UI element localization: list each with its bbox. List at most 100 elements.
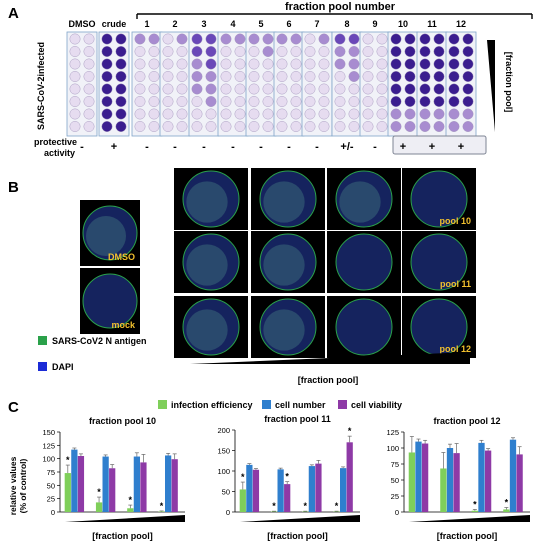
column-label: 8: [344, 19, 349, 29]
well: [419, 71, 431, 82]
well: [69, 121, 81, 132]
well: [69, 33, 81, 45]
well: [276, 96, 288, 107]
panel-c-letter: C: [8, 399, 19, 416]
well: [191, 96, 203, 107]
significance-star: *: [348, 426, 352, 436]
bar: [284, 484, 291, 512]
well: [419, 121, 431, 132]
well: [101, 108, 113, 120]
chart-title: fraction pool 10: [89, 416, 156, 426]
well: [234, 108, 246, 120]
protective-value: -: [373, 141, 377, 153]
y-tick-label: 75: [47, 468, 55, 477]
column-label: 4: [230, 19, 235, 29]
well: [83, 46, 95, 57]
well: [448, 58, 460, 70]
infection-signal: [263, 309, 305, 351]
well: [83, 58, 95, 70]
well: [334, 46, 346, 57]
well: [248, 71, 260, 82]
bar: [308, 466, 315, 512]
well-image: [335, 298, 393, 356]
well: [101, 33, 113, 45]
well: [148, 33, 160, 45]
well: [290, 96, 302, 107]
well: [376, 96, 388, 107]
well: [134, 121, 146, 132]
significance-star: *: [285, 472, 289, 482]
well: [376, 33, 388, 45]
protective-value: +: [111, 141, 117, 153]
well: [334, 121, 346, 132]
legend-swatch-infection: [158, 400, 167, 409]
well: [433, 71, 445, 82]
row-label: SARS-CoV-2infected: [36, 42, 46, 130]
well: [176, 96, 188, 107]
y-axis-label-line2: (% of control): [18, 458, 28, 513]
well: [348, 96, 360, 107]
well: [390, 121, 402, 132]
well: [134, 83, 146, 95]
well: [69, 71, 81, 82]
well: [176, 71, 188, 82]
gradient-wedge-b: [190, 352, 470, 364]
well: [115, 108, 127, 120]
legend-label-cell-number: cell number: [275, 400, 326, 410]
bar: [252, 469, 260, 512]
bar: [315, 463, 322, 512]
y-tick-label: 125: [42, 441, 55, 450]
bar: [340, 468, 347, 512]
well: [348, 58, 360, 70]
well: [362, 33, 374, 45]
chart-title: fraction pool 12: [433, 416, 500, 426]
protective-highlight-box: [392, 135, 487, 155]
bar-charts: fraction pool 10 0 25 50 75 100 125 150 * * * * [fra…: [42, 414, 530, 541]
y-tick-label: 50: [47, 481, 55, 490]
infection-signal: [263, 181, 305, 223]
well: [362, 121, 374, 132]
well: [191, 83, 203, 95]
well: [205, 33, 217, 45]
bar: [415, 441, 422, 512]
well: [318, 83, 330, 95]
y-tick-label: 0: [226, 508, 230, 517]
well: [448, 108, 460, 120]
well: [348, 46, 360, 57]
well: [376, 108, 388, 120]
well: [390, 96, 402, 107]
well: [348, 121, 360, 132]
protective-label-line1: protective: [34, 137, 77, 147]
bar: [171, 459, 178, 512]
bar: [471, 510, 479, 512]
well: [462, 33, 474, 45]
well: [83, 83, 95, 95]
microscopy-grid: DMSO mock pool 10 pool 11 pool 12: [80, 168, 476, 358]
well: [248, 96, 260, 107]
well: [462, 71, 474, 82]
well: [448, 46, 460, 57]
well: [318, 121, 330, 132]
well: [290, 46, 302, 57]
significance-star: *: [66, 455, 70, 465]
well: [448, 96, 460, 107]
bar: [127, 508, 134, 512]
protective-value: -: [173, 141, 177, 153]
well: [101, 46, 113, 57]
well: [404, 71, 416, 82]
well: [419, 33, 431, 45]
well: [101, 96, 113, 107]
bar: [408, 452, 416, 512]
well: [419, 96, 431, 107]
well: [362, 96, 374, 107]
well: [304, 71, 316, 82]
y-tick-label: 25: [391, 492, 399, 501]
well: [83, 71, 95, 82]
protective-value: +: [400, 141, 406, 153]
y-tick-label: 100: [42, 455, 55, 464]
y-tick-label: 200: [217, 426, 230, 435]
well: [419, 83, 431, 95]
well: [390, 71, 402, 82]
well: [134, 96, 146, 107]
well: [220, 83, 232, 95]
